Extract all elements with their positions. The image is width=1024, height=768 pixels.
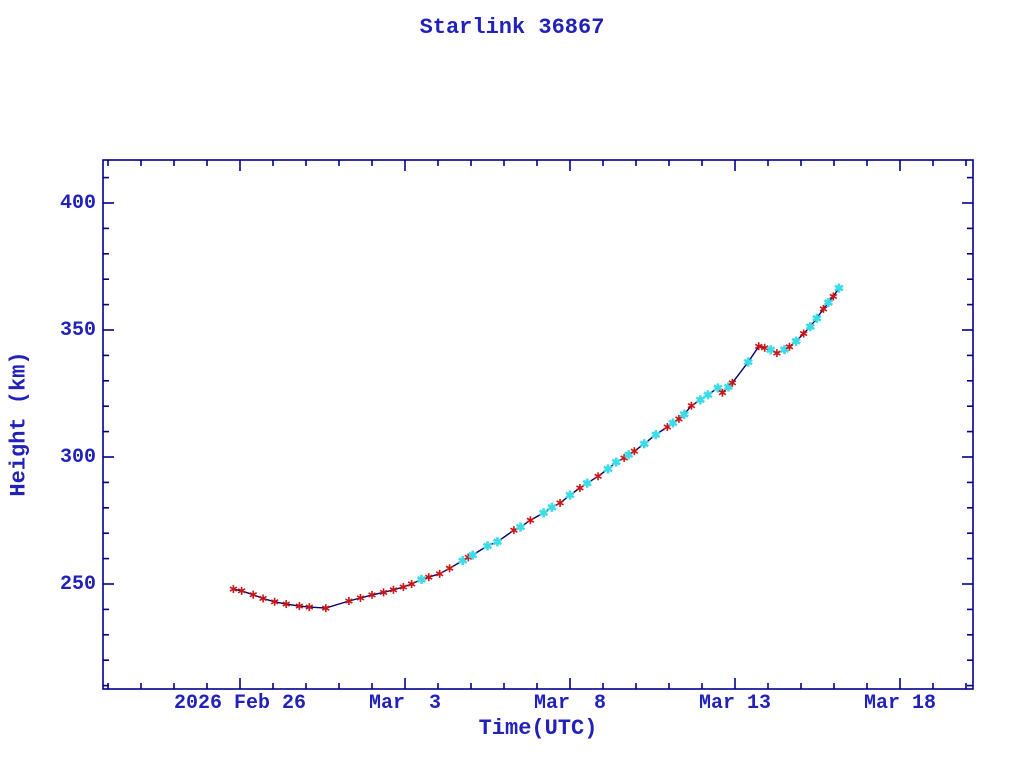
y-tick-label-350: 350 [59, 319, 96, 342]
x-tick-label-mar3: Mar 3 [368, 692, 442, 715]
x-tick-label-mar18: Mar 18 [863, 692, 937, 715]
y-tick-label-400: 400 [59, 192, 96, 215]
y-axis-title: Height (km) [6, 351, 32, 497]
x-tick-label-mar8: Mar 8 [533, 692, 607, 715]
x-axis-title: Time(UTC) [478, 716, 598, 741]
y-tick-label-300: 300 [59, 446, 96, 469]
x-tick-label-feb26: 2026 Feb 26 [173, 692, 307, 715]
y-tick-label-250: 250 [59, 573, 96, 596]
chart-title: Starlink 36867 [419, 15, 605, 40]
x-tick-label-mar13: Mar 13 [698, 692, 772, 715]
